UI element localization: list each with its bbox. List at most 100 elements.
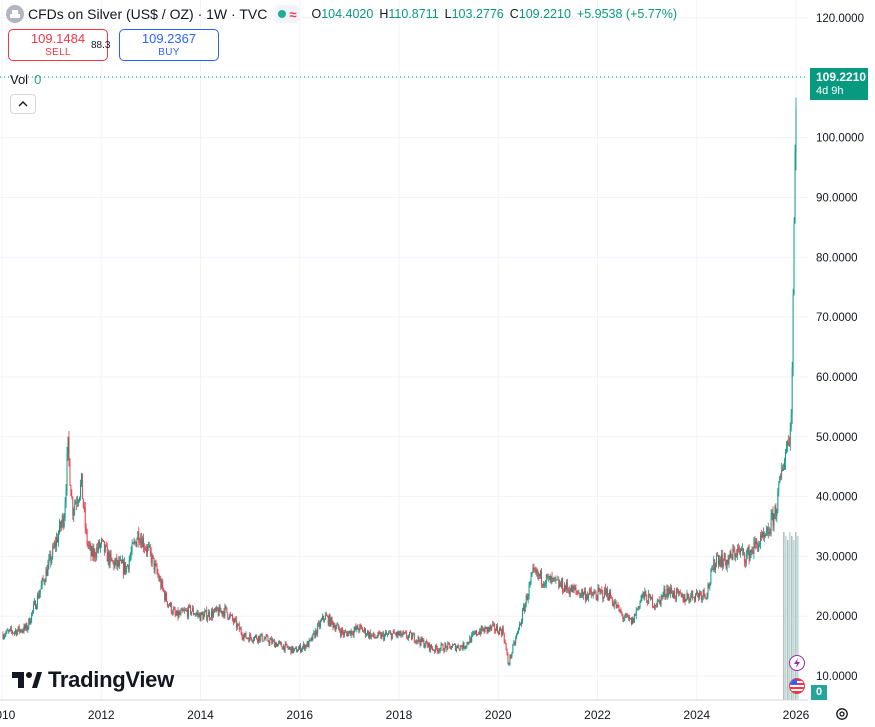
- candle-body: [128, 559, 130, 570]
- time-tick-label: 2020: [485, 708, 512, 722]
- candle-body: [256, 638, 258, 642]
- candle-body: [240, 628, 242, 634]
- candle-body: [722, 560, 724, 568]
- candle-body: [568, 589, 570, 595]
- candle-body: [701, 596, 703, 600]
- candle-body: [408, 635, 410, 639]
- candle-body: [562, 579, 564, 592]
- candle-body: [649, 593, 651, 595]
- candle-body: [512, 644, 514, 653]
- ohlc-open: 104.4020: [321, 7, 374, 21]
- candle-body: [707, 584, 709, 596]
- candle-body: [561, 579, 563, 587]
- candle-body: [278, 642, 279, 644]
- candle-body: [753, 541, 755, 554]
- candle-body: [150, 551, 152, 563]
- candle-body: [537, 570, 539, 577]
- candle-body: [504, 641, 506, 644]
- candle-body: [773, 513, 775, 526]
- candle-body: [693, 597, 695, 599]
- candle-body: [737, 548, 739, 556]
- time-tick-label: 2016: [286, 708, 313, 722]
- candle-body: [284, 643, 286, 651]
- volume-legend[interactable]: Vol 0: [10, 72, 41, 87]
- candle-body: [695, 594, 697, 602]
- candle-body: [185, 610, 187, 612]
- candle-body: [451, 647, 453, 650]
- candle-body: [202, 614, 204, 620]
- candle-body: [123, 560, 124, 574]
- candle-body: [42, 578, 44, 581]
- candle-body: [676, 589, 678, 590]
- candle-body: [280, 642, 282, 647]
- candle-body: [79, 497, 80, 501]
- economic-event-icon[interactable]: [789, 655, 805, 671]
- candle-body: [653, 605, 655, 607]
- candle-body: [678, 591, 680, 594]
- candle-body: [74, 504, 76, 511]
- candle-body: [57, 537, 58, 543]
- candle-body: [384, 634, 386, 640]
- candle-body: [726, 559, 728, 569]
- candle-body: [153, 557, 155, 571]
- candle-body: [366, 631, 368, 635]
- candle-body: [681, 594, 683, 597]
- candle-body: [190, 611, 192, 614]
- candle-body: [117, 560, 119, 567]
- candle-body: [315, 629, 317, 638]
- candle-body: [33, 604, 35, 611]
- candle-body: [340, 631, 342, 636]
- volume-bar: [791, 536, 793, 700]
- data-delay-icon[interactable]: ≈: [289, 6, 297, 22]
- volume-bar: [793, 540, 795, 700]
- candle-body: [688, 596, 690, 601]
- candle-body: [354, 626, 356, 630]
- us-flag-icon[interactable]: [789, 678, 805, 694]
- candle-body: [88, 544, 90, 546]
- time-tick-label: 2018: [386, 708, 413, 722]
- candle-body: [49, 554, 51, 559]
- candle-body: [31, 612, 33, 622]
- candle-body: [356, 625, 358, 630]
- candle-body: [736, 553, 738, 556]
- candle-body: [16, 630, 18, 635]
- candle-body: [369, 631, 371, 639]
- candle-body: [389, 632, 391, 634]
- buy-button[interactable]: 109.2367 BUY: [119, 29, 219, 61]
- candle-body: [92, 547, 94, 558]
- collapse-chevron-icon: [18, 101, 28, 107]
- candle-body: [513, 642, 515, 645]
- candle-body: [158, 575, 160, 581]
- candle-body: [782, 469, 784, 471]
- candle-body: [377, 632, 379, 638]
- candle-body: [602, 590, 604, 599]
- candle-body: [496, 626, 498, 631]
- symbol-logo-icon[interactable]: [6, 5, 24, 23]
- sell-button[interactable]: 109.1484 SELL: [8, 29, 108, 61]
- candle-body: [712, 568, 714, 570]
- settings-gear-icon[interactable]: [834, 706, 850, 722]
- status-badges[interactable]: ≈: [275, 5, 300, 23]
- market-open-icon[interactable]: [278, 10, 287, 18]
- candle-body: [314, 632, 316, 638]
- candle-body: [253, 639, 255, 642]
- tradingview-logo[interactable]: TradingView: [12, 667, 174, 693]
- candle-body: [204, 611, 206, 615]
- volume-bar: [783, 532, 785, 700]
- candle-body: [628, 616, 630, 618]
- candle-body: [468, 643, 470, 645]
- candle-body: [120, 559, 122, 561]
- candle-body: [83, 507, 85, 508]
- candle-body: [374, 637, 376, 638]
- candle-body: [261, 633, 263, 641]
- candle-body: [48, 558, 50, 565]
- candle-body: [167, 601, 168, 606]
- collapse-legend-button[interactable]: [10, 94, 36, 114]
- symbol-title[interactable]: CFDs on Silver (US$ / OZ) · 1W · TVC: [28, 6, 268, 22]
- candle-body: [499, 627, 501, 631]
- chart-grid: [0, 0, 808, 700]
- candle-body: [7, 630, 9, 631]
- candle-body: [139, 542, 141, 544]
- candle-body: [285, 643, 287, 645]
